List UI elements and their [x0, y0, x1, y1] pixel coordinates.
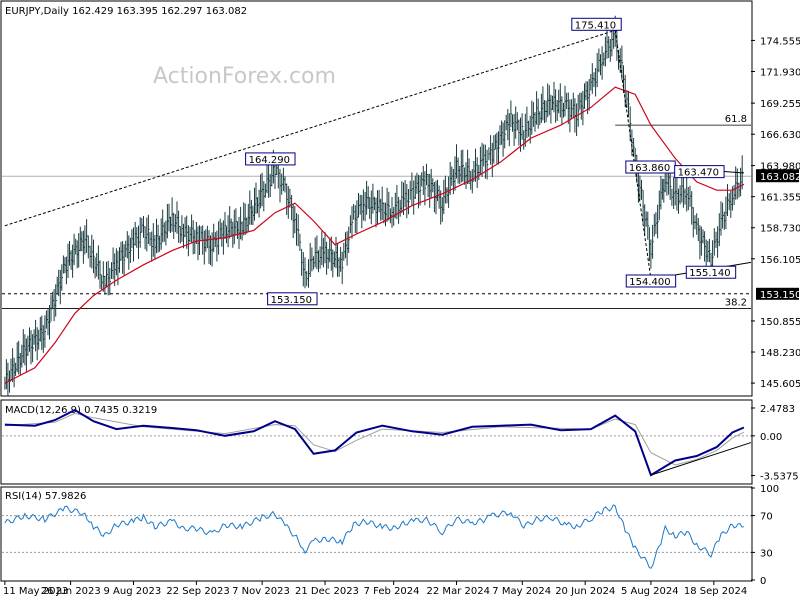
price-label-box	[674, 165, 725, 179]
macd-title: MACD(12,26,9) 0.7435 0.3219	[5, 405, 157, 416]
macd-trendline	[650, 442, 752, 476]
x-tick-label: 22 Sep 2023	[166, 586, 229, 597]
price-label: 163.470	[678, 168, 719, 179]
fib-level-label: 61.8	[725, 114, 747, 125]
x-tick-label: 7 Feb 2024	[364, 586, 420, 597]
axes: 174.555 171.930 169.255 166.630 163.980 161.3…	[3, 36, 800, 597]
x-tick-label: 21 Dec 2023	[295, 586, 359, 597]
price-y-tick-label: 161.355	[760, 193, 800, 204]
reference-lines: 61.8 38.2	[2, 114, 751, 309]
x-tick-label: 9 Aug 2023	[104, 586, 162, 597]
price-label: 153.150	[271, 295, 312, 306]
price-y-tick-label: 174.555	[760, 36, 800, 47]
rsi-y-tick-label: 30	[760, 548, 773, 559]
rsi-y-tick-label: 0	[760, 576, 766, 587]
rsi-line	[4, 504, 744, 569]
price-y-tick-label: 158.730	[760, 224, 800, 235]
price-y-tick-label: 156.105	[760, 255, 800, 266]
price-label-box	[625, 274, 677, 288]
price-y-tick-label: 163.980	[760, 162, 800, 173]
price-label: 155.140	[689, 268, 730, 279]
x-tick-label: 22 Mar 2024	[427, 586, 490, 597]
price-panel: 175.410 164.290 163.860 163.470 155.140 154.4…	[4, 15, 752, 397]
trendline	[614, 30, 652, 280]
moving-average-line	[4, 86, 745, 384]
macd-line	[4, 408, 745, 477]
x-tick-label: 7 May 2024	[492, 586, 551, 597]
price-y-tick-label: 169.255	[760, 99, 800, 110]
price-label: 154.400	[629, 277, 670, 288]
macd-y-tick-label: 2.4783	[760, 404, 795, 415]
rsi-title: RSI(14) 57.9826	[5, 491, 86, 502]
price-label-box	[685, 265, 737, 279]
support-level-axis-label: 153.150	[760, 290, 800, 301]
x-tick-label: 5 Aug 2024	[621, 586, 679, 597]
price-y-tick-label: 171.930	[760, 67, 800, 78]
rsi-panel	[2, 504, 751, 569]
price-label-box	[267, 292, 318, 306]
price-label-box	[245, 152, 296, 166]
trendline	[4, 29, 616, 227]
current-price-badge	[756, 169, 799, 183]
price-label: 175.410	[575, 20, 616, 31]
macd-panel-frame	[0, 399, 753, 485]
x-tick-label: 18 Sep 2024	[684, 586, 747, 597]
fib-level-label: 38.2	[725, 298, 747, 309]
macd-y-tick-label: 0.00	[760, 432, 782, 443]
macd-panel	[2, 408, 752, 477]
price-y-tick-label: 150.855	[760, 317, 800, 328]
x-tick-label: 7 Nov 2023	[232, 586, 290, 597]
macd-y-tick-label: -3.5375	[760, 472, 799, 483]
x-tick-label: 20 Jun 2024	[555, 586, 615, 597]
rsi-panel-frame	[0, 486, 753, 582]
price-label-box	[571, 17, 622, 31]
watermark: ActionForex.com	[153, 64, 336, 89]
current-price-label: 163.082	[760, 172, 800, 183]
price-y-tick-label: 148.230	[760, 348, 800, 359]
price-label: 164.290	[249, 155, 290, 166]
x-tick-label: 26 Jun 2023	[41, 586, 101, 597]
price-y-tick-label: 166.630	[760, 130, 800, 141]
price-label: 163.860	[629, 163, 670, 174]
symbol-header: EURJPY,Daily 162.429 163.395 162.297 163…	[5, 6, 247, 17]
x-tick-label: 11 May 2023	[3, 586, 68, 597]
price-y-tick-label: 145.605	[760, 379, 800, 390]
macd-signal-line	[4, 412, 745, 466]
rsi-y-tick-label: 100	[760, 484, 779, 495]
support-level-badge	[756, 287, 799, 300]
rsi-y-tick-label: 70	[760, 512, 773, 523]
